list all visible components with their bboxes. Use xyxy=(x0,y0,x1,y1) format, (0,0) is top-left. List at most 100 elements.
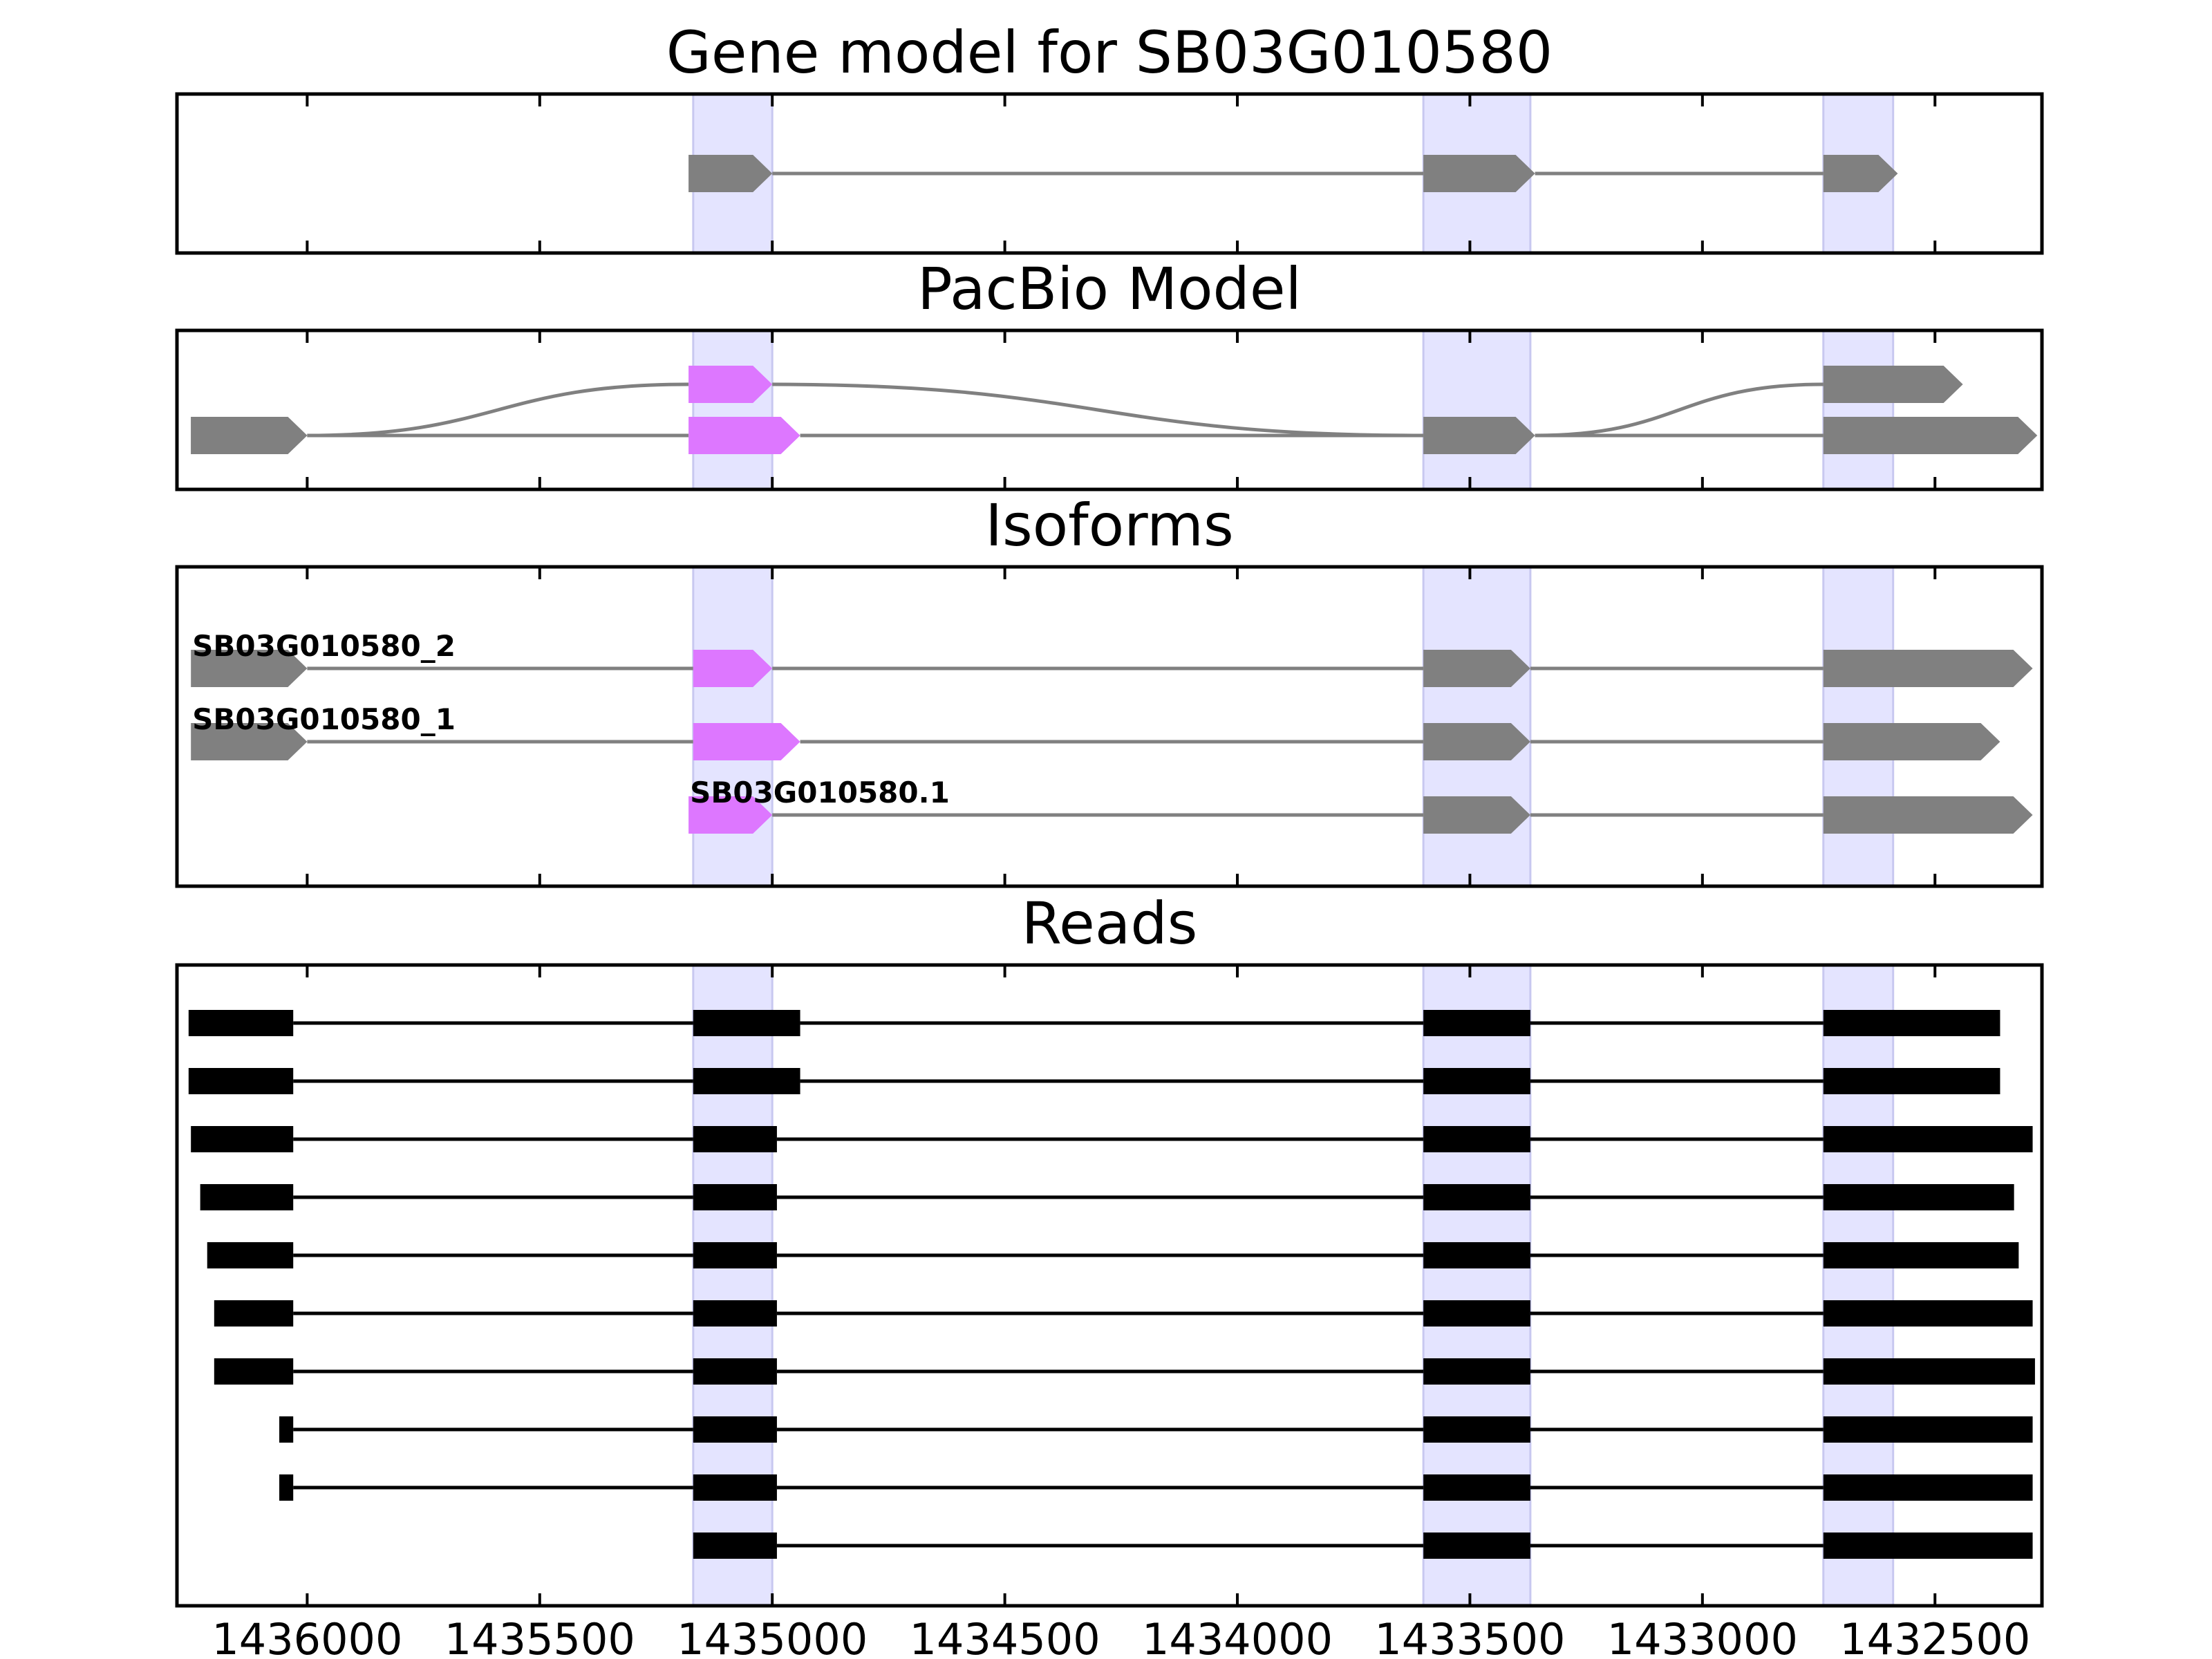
panel-title: Reads xyxy=(1022,890,1198,957)
panel-frame xyxy=(175,92,2044,255)
exon-block xyxy=(1423,1300,1530,1327)
exon-block xyxy=(1423,796,1530,834)
exon-block xyxy=(688,366,773,403)
exon-block xyxy=(1823,1068,2000,1094)
exon-block xyxy=(1823,1533,2033,1559)
x-tick-label: 1432500 xyxy=(1839,1614,2030,1659)
transcript-track: SB03G010580_2 xyxy=(191,629,2033,687)
read-track xyxy=(214,1300,2033,1327)
exon-block xyxy=(214,1300,294,1327)
exon-block xyxy=(279,1474,294,1501)
shaded-region xyxy=(1422,964,1532,1607)
intron-line xyxy=(1535,382,1824,438)
exon-block xyxy=(1823,1300,2033,1327)
panel-3 xyxy=(188,1010,2035,1559)
exon-block xyxy=(693,650,773,687)
panel-2: SB03G010580_2 SB03G010580_1 SB03G010580.1 xyxy=(191,629,2033,834)
exon-block xyxy=(688,796,773,834)
exon-block xyxy=(1823,1358,2035,1385)
x-tick-label: 1434000 xyxy=(1142,1614,1333,1659)
exon-block xyxy=(688,417,800,454)
panel-titles: Gene model for SB03G010580 PacBio Model Is… xyxy=(212,19,2030,1659)
exon-block xyxy=(693,1300,777,1327)
exon-block xyxy=(693,723,800,760)
exon-block xyxy=(188,1010,294,1036)
exon-block xyxy=(191,417,308,454)
panel-frame xyxy=(175,963,2044,1608)
exon-block xyxy=(279,1416,294,1443)
exon-block xyxy=(1423,723,1530,760)
read-track xyxy=(693,1533,2033,1559)
read-track xyxy=(279,1416,2033,1443)
panel-title: Isoforms xyxy=(985,491,1234,559)
read-track xyxy=(191,1126,2033,1152)
exon-block xyxy=(693,1358,777,1385)
read-track xyxy=(207,1242,2019,1268)
shaded-region xyxy=(1422,329,1532,491)
exon-block xyxy=(1423,1242,1530,1268)
exon-block xyxy=(1823,1126,2033,1152)
exon-block xyxy=(693,1010,800,1036)
exon-block xyxy=(1423,1010,1530,1036)
transcript-track xyxy=(191,366,1963,454)
exon-block xyxy=(200,1184,294,1210)
transcript-track xyxy=(191,417,2038,454)
exon-block xyxy=(1423,650,1530,687)
exon-block xyxy=(693,1126,777,1152)
isoform-label: SB03G010580_2 xyxy=(192,629,456,663)
shaded-region xyxy=(1822,329,1895,491)
exon-block xyxy=(188,1068,294,1094)
exon-block xyxy=(1823,155,1898,192)
exon-block xyxy=(693,1416,777,1443)
isoform-label: SB03G010580.1 xyxy=(690,776,950,809)
exon-block xyxy=(693,1068,800,1094)
tracks: SB03G010580_2 SB03G010580_1 SB03G010580.1 xyxy=(188,155,2038,1559)
exon-block xyxy=(191,1126,294,1152)
exon-block xyxy=(1423,1474,1530,1501)
read-track xyxy=(279,1474,2033,1501)
panel-1 xyxy=(191,366,2038,454)
read-track xyxy=(188,1068,2000,1094)
read-track xyxy=(188,1010,2000,1036)
exon-block xyxy=(1823,1010,2000,1036)
shaded-region xyxy=(692,964,774,1607)
exon-block xyxy=(1823,1184,2014,1210)
shaded-region xyxy=(692,329,774,491)
exon-block xyxy=(693,1474,777,1501)
x-tick-label: 1433000 xyxy=(1607,1614,1798,1659)
exon-block xyxy=(693,1533,777,1559)
exon-block xyxy=(191,650,308,687)
isoform-label: SB03G010580_1 xyxy=(192,702,456,736)
exon-block xyxy=(688,155,773,192)
exon-block xyxy=(1823,796,2033,834)
exon-block xyxy=(1423,1126,1530,1152)
shaded-region xyxy=(1822,964,1895,1607)
intron-line xyxy=(772,382,1424,438)
exon-block xyxy=(1423,417,1535,454)
panel-title: PacBio Model xyxy=(917,255,1302,323)
read-track xyxy=(214,1358,2035,1385)
exon-block xyxy=(191,723,308,760)
exon-block xyxy=(1823,1416,2033,1443)
exon-block xyxy=(1423,155,1535,192)
exon-block xyxy=(1423,1184,1530,1210)
exon-block xyxy=(1823,366,1963,403)
transcript-track xyxy=(688,155,1898,192)
exon-block xyxy=(1823,723,2000,760)
exon-block xyxy=(214,1358,294,1385)
transcript-track: SB03G010580_1 xyxy=(191,702,2000,760)
exon-block xyxy=(1823,417,2038,454)
x-tick-label: 1433500 xyxy=(1374,1614,1565,1659)
transcript-track: SB03G010580.1 xyxy=(688,776,2033,834)
exon-block xyxy=(1823,1474,2033,1501)
x-tick-label: 1434500 xyxy=(910,1614,1100,1659)
exon-block xyxy=(1423,1358,1530,1385)
exon-block xyxy=(1423,1416,1530,1443)
panel-frames xyxy=(175,92,2044,1608)
intron-line xyxy=(307,382,689,438)
exon-block xyxy=(693,1184,777,1210)
panel-frame xyxy=(175,565,2044,888)
exon-block xyxy=(1823,650,2033,687)
x-tick-label: 1436000 xyxy=(212,1614,402,1659)
